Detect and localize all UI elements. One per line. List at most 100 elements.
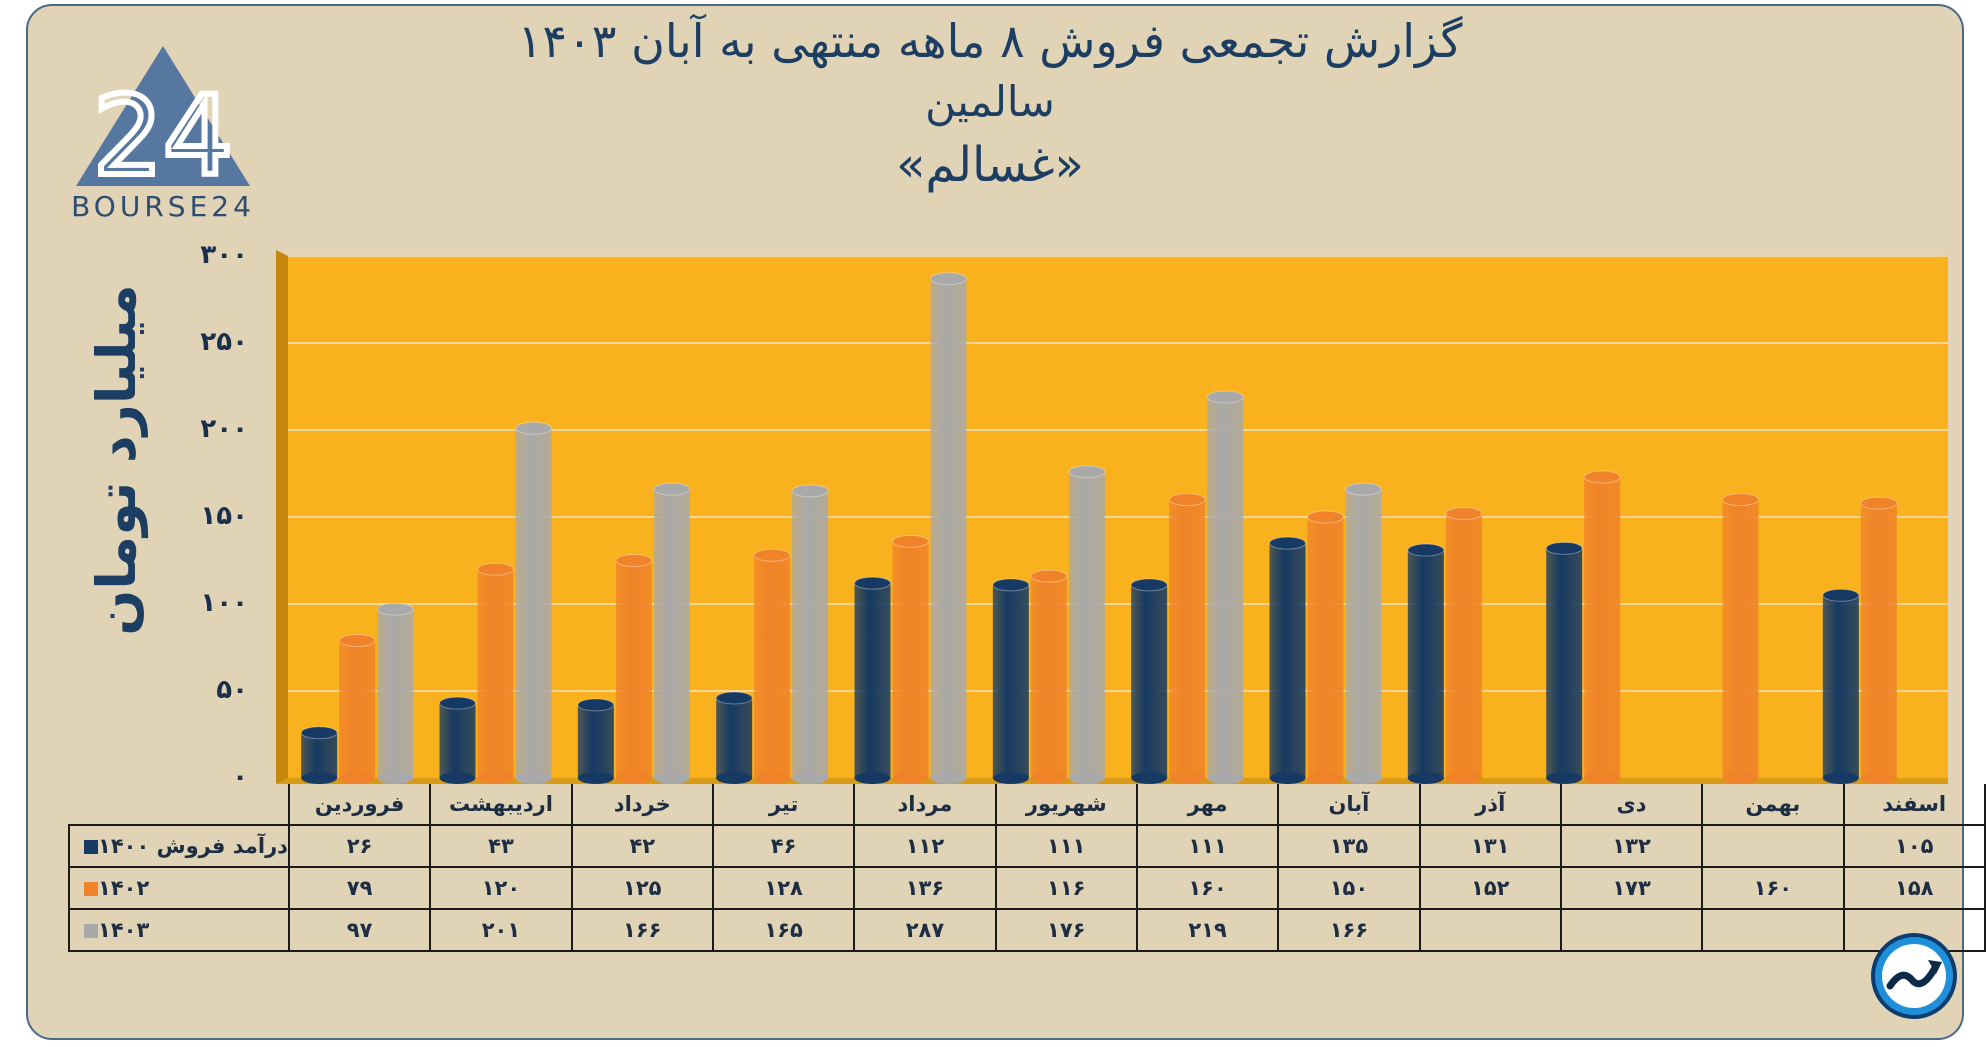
legend-label-1403: ۱۴۰۳ [68,908,290,952]
table-header-row: فروردین اردیبهشت خرداد تیر مرداد شهریور مهر آبا… [69,784,1986,826]
bar [653,482,691,784]
bar [577,698,615,784]
data-label: ۱۱۶ [994,866,1138,910]
data-label [1701,908,1845,952]
data-label: ۱۶۶ [1277,908,1421,952]
y-tick-label: ۲۵۰ [200,327,248,357]
bar [515,421,552,784]
bar [1583,470,1621,784]
category-label: دی [1559,784,1704,826]
bar [477,562,514,784]
bar [1269,536,1306,784]
category-label: تیر [711,784,856,826]
data-label: ۴۳ [429,824,573,868]
bar [1307,510,1344,784]
y-tick-label: ۱۰۰ [200,588,248,618]
data-label: ۱۳۲ [1559,824,1704,868]
category-label: فروردین [287,784,432,826]
data-label: ۱۵۰ [1277,866,1421,910]
data-label: ۱۷۶ [994,908,1138,952]
data-label: ۲۰۱ [429,908,573,952]
bar [338,634,376,784]
legend-swatch-1400 [84,840,98,854]
bar [1860,496,1898,784]
data-label: ۱۵۲ [1418,866,1562,910]
data-table: فروردین اردیبهشت خرداد تیر مرداد شهریور مهر آبا… [68,784,1986,952]
logo-mark: 24 [93,72,233,190]
legend-swatch-1402 [84,882,98,896]
y-tick-label: ۳۰۰ [200,240,248,270]
trend-arrow-icon [1871,933,1957,1019]
data-label: ۱۵۸ [1842,866,1986,910]
y-tick-label: ۲۰۰ [200,414,248,444]
data-label: ۱۱۱ [994,824,1138,868]
bar [1206,390,1244,784]
category-label: خرداد [570,784,714,826]
bar [791,484,829,784]
table-corner [69,784,289,825]
data-label: ۱۲۰ [429,866,573,910]
logo-triangle-icon: 24 [76,46,250,203]
data-label: ۷۹ [287,866,432,910]
category-label: اسفند [1842,784,1986,826]
category-label: آبان [1277,784,1421,826]
table-row: ۱۴۰۲ ۷۹ ۱۲۰ ۱۲۵ ۱۲۸ ۱۳۶ ۱۱۶ ۱۶۰ ۱۵۰ ۱۵۲ ۱۷۳ ۱۶۰ ۱۵۸ [68,866,1986,910]
legend-label-1402: ۱۴۰۲ [68,866,290,910]
bar [992,578,1030,784]
bar [1030,569,1068,784]
bar [1345,482,1382,784]
bar [1068,465,1106,784]
bar [1445,507,1483,784]
bar [930,272,967,784]
chart-subtitle: سالمین [925,77,1055,126]
bar [439,696,476,784]
data-label: ۱۱۲ [853,824,997,868]
y-tick-label: ۵۰ [216,675,248,705]
data-label: ۴۶ [711,824,856,868]
chart-title-block: گزارش تجمعی فروش ۸ ماهه منتهی به آبان ۱۴… [480,10,1500,198]
table-row: درآمد فروش ۱۴۰۰ ۲۶ ۴۳ ۴۲ ۴۶ ۱۱۲ ۱۱۱ ۱۱۱ ۱۳۵ ۱۳۱ ۱… [68,824,1986,868]
data-label: ۱۲۸ [711,866,856,910]
category-label: مهر [1135,784,1280,826]
logo-text: BOURSE24 [71,190,255,223]
legend-swatch-1403 [84,924,98,938]
data-label: ۱۶۶ [570,908,714,952]
y-tick-label: ۰ [232,762,248,792]
data-label: ۱۶۰ [1701,866,1845,910]
bar [1130,578,1168,784]
bar [753,548,791,784]
y-tick-label: ۱۵۰ [200,501,248,531]
category-label: مرداد [853,784,997,826]
legend-label-1400: درآمد فروش ۱۴۰۰ [68,824,290,868]
category-label: اردیبهشت [429,784,573,826]
bar [1168,493,1206,784]
bar [892,534,929,784]
data-label: ۱۳۶ [853,866,997,910]
chart-title: گزارش تجمعی فروش ۸ ماهه منتهی به آبان ۱۴… [517,14,1463,68]
bar [1722,493,1759,784]
bar [300,726,338,784]
bar [376,602,414,784]
data-label [1418,908,1562,952]
data-label: ۱۶۰ [1135,866,1280,910]
data-label: ۹۷ [287,908,432,952]
data-label: ۱۳۵ [1277,824,1421,868]
data-label: ۲۱۹ [1135,908,1280,952]
category-label: شهریور [994,784,1138,826]
category-label: بهمن [1701,784,1845,826]
data-label: ۱۱۱ [1135,824,1280,868]
bar [1545,541,1583,784]
category-label: آذر [1418,784,1562,826]
plot-floor [276,778,1948,784]
chart-symbol: «غسالم» [896,137,1084,193]
data-label: ۴۲ [570,824,714,868]
bar [1822,588,1860,784]
bar [854,576,891,784]
plot-side-wall [276,250,288,784]
data-label: ۲۶ [287,824,432,868]
bar [1407,543,1445,784]
data-label: ۱۰۵ [1842,824,1986,868]
data-label: ۱۳۱ [1418,824,1562,868]
table-row: ۱۴۰۳ ۹۷ ۲۰۱ ۱۶۶ ۱۶۵ ۲۸۷ ۱۷۶ ۲۱۹ ۱۶۶ [68,908,1986,952]
